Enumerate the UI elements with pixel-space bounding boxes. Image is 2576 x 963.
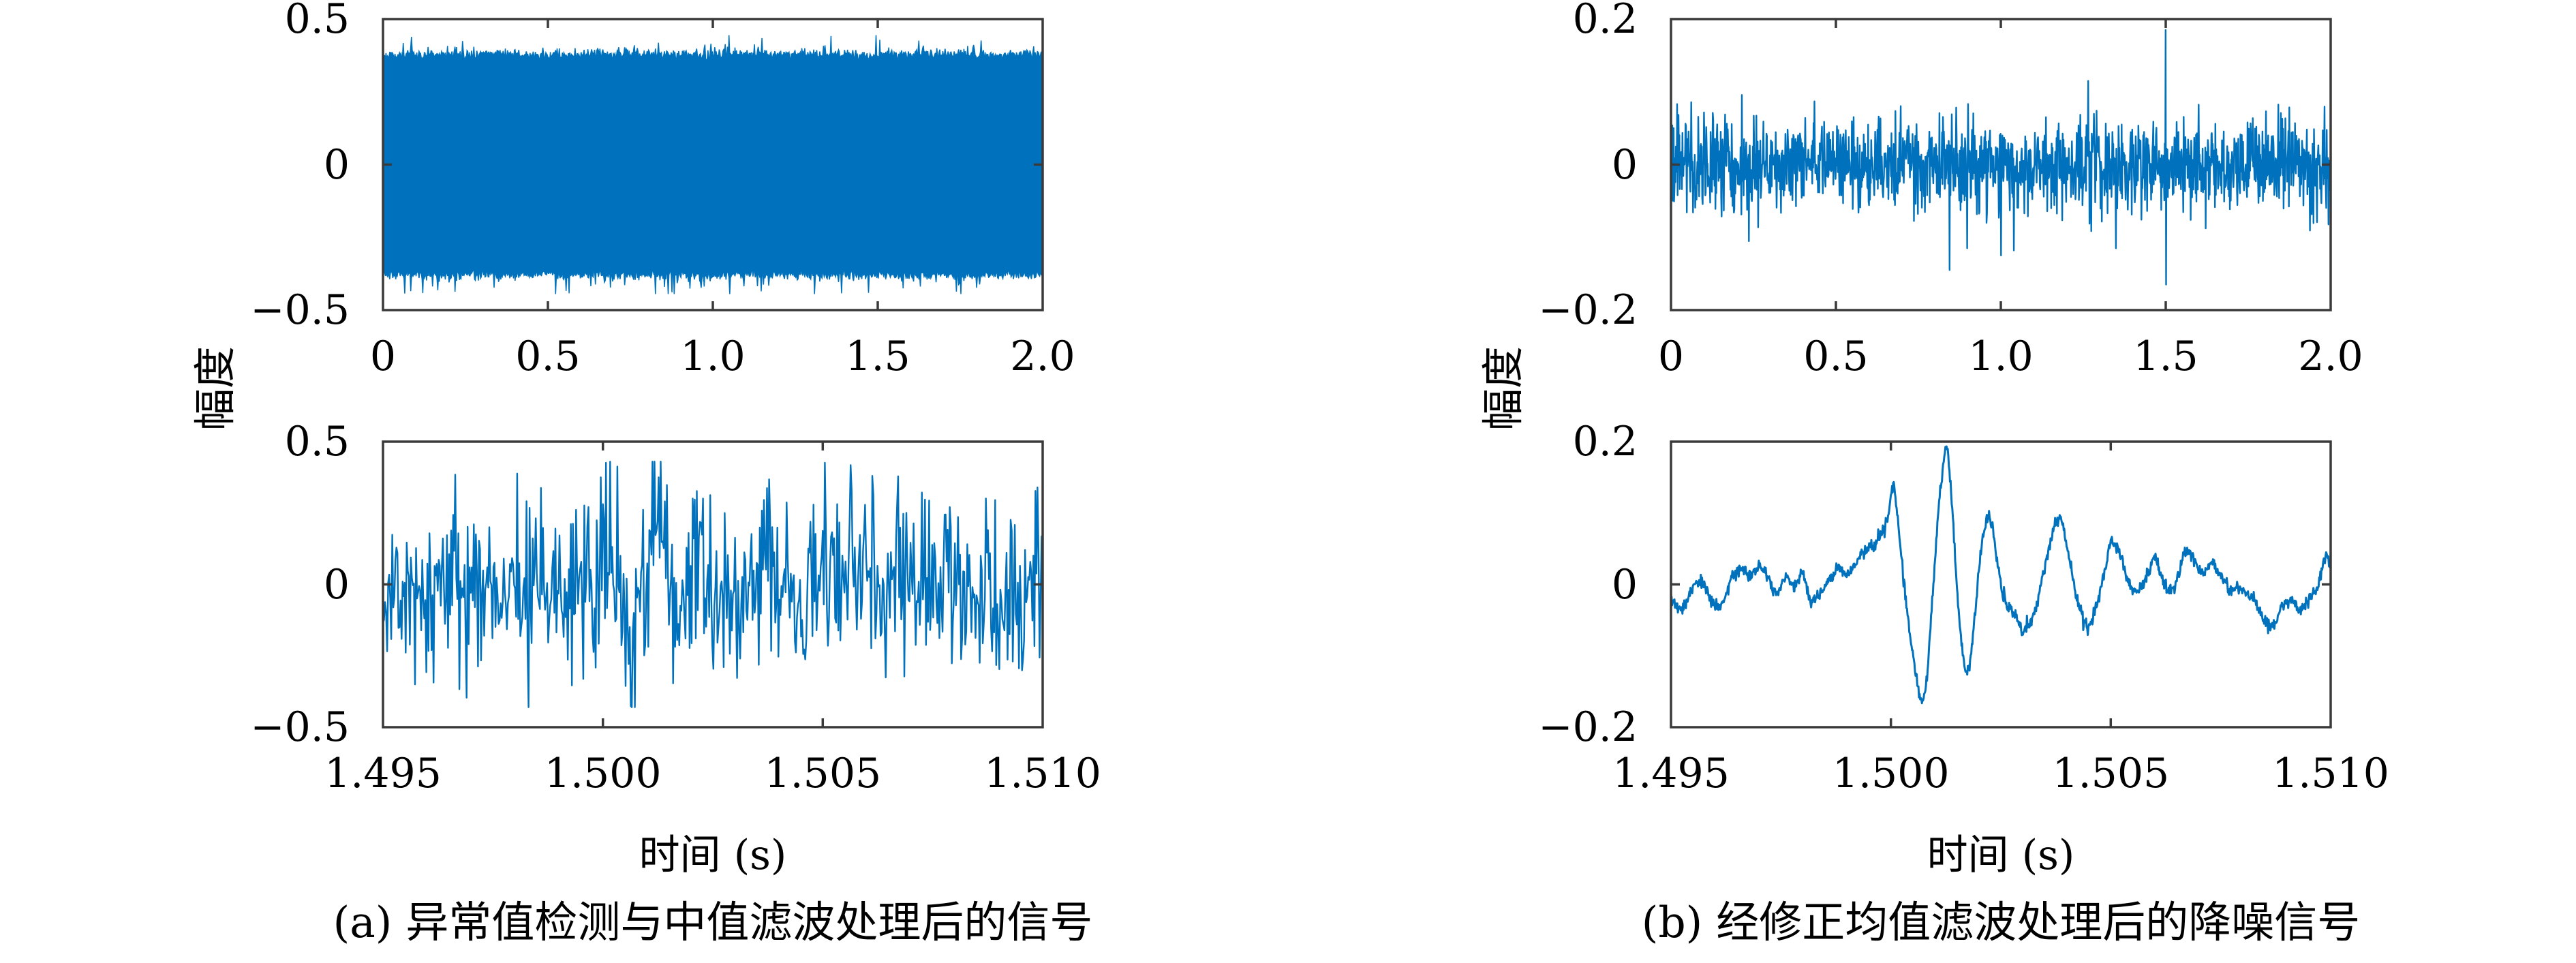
- panel-a-raw-plot: [382, 18, 1044, 311]
- tick-marks: [1671, 19, 2331, 310]
- subfigure-caption-b: (b) 经修正均值滤波处理后的降噪信号: [1641, 898, 2361, 947]
- waveform-line: [382, 461, 1044, 708]
- x-axis-label-a: 时间 (s): [639, 831, 787, 879]
- panel-b-zoom-y-tick-label: 0: [1611, 560, 1638, 609]
- panel-a-zoom-y-tick-label: 0.5: [284, 418, 350, 465]
- panel-b-raw-y-tick-label: 0.2: [1572, 0, 1638, 43]
- panel-a-raw-x-tick-label: 0.5: [515, 333, 581, 380]
- panel-b-zoom-y-tick-label: 0.2: [1572, 418, 1638, 465]
- panel-a-zoom-y-tick-label: 0: [323, 560, 350, 609]
- panel-a-raw-x-tick-label: 2.0: [1010, 333, 1075, 380]
- panel-a-raw-x-tick-label: 1.0: [680, 333, 746, 380]
- panel-a-zoom-x-tick-label: 1.495: [324, 750, 442, 797]
- panel-a-zoom-x-tick-label: 1.510: [984, 750, 1101, 797]
- panel-b-zoom-y-tick-label: −0.2: [1538, 703, 1638, 751]
- panel-b-raw-x-tick-label: 1.0: [1968, 333, 2034, 380]
- panel-b-raw-x-tick-label: 2.0: [2298, 333, 2363, 380]
- panel-b-raw-y-tick-label: 0: [1611, 140, 1638, 189]
- panel-a-zoom-x-tick-label: 1.505: [764, 750, 882, 797]
- panel-b-zoom-x-tick-label: 1.500: [1832, 750, 1950, 797]
- waveform-line: [1670, 29, 2332, 286]
- panel-b-raw-x-tick-label: 0.5: [1803, 333, 1869, 380]
- x-axis-label-b: 时间 (s): [1927, 831, 2075, 879]
- panel-b-zoom-x-tick-label: 1.505: [2052, 750, 2170, 797]
- panel-b-raw-plot: [1670, 18, 2332, 311]
- panel-b-raw-y-tick-label: −0.2: [1538, 286, 1638, 334]
- panel-a-raw-y-tick-label: 0: [323, 140, 350, 189]
- panel-a-zoom-y-tick-label: −0.5: [250, 703, 350, 751]
- waveform-band: [382, 35, 1043, 294]
- tick-marks: [383, 442, 1043, 727]
- waveform-smooth: [1670, 445, 2331, 705]
- panel-a-raw-x-tick-label: 0: [369, 333, 397, 380]
- panel-b-raw-x-tick-label: 1.5: [2133, 333, 2198, 380]
- panel-b-zoom-x-tick-label: 1.495: [1612, 750, 1730, 797]
- panel-a-raw-x-tick-label: 1.5: [845, 333, 910, 380]
- tick-marks: [1671, 442, 2331, 727]
- tick-marks: [383, 19, 1043, 310]
- panel-b-raw-x-tick-label: 0: [1657, 333, 1685, 380]
- panel-b-zoom-plot: [1670, 440, 2332, 729]
- panel-a-zoom-plot: [382, 440, 1044, 729]
- panel-b-zoom-x-tick-label: 1.510: [2272, 750, 2389, 797]
- panel-a-zoom-x-tick-label: 1.500: [544, 750, 662, 797]
- panel-a-raw-y-tick-label: −0.5: [250, 286, 350, 334]
- subfigure-caption-a: (a) 异常值检测与中值滤波处理后的信号: [333, 898, 1093, 947]
- panel-a-raw-y-tick-label: 0.5: [284, 0, 350, 43]
